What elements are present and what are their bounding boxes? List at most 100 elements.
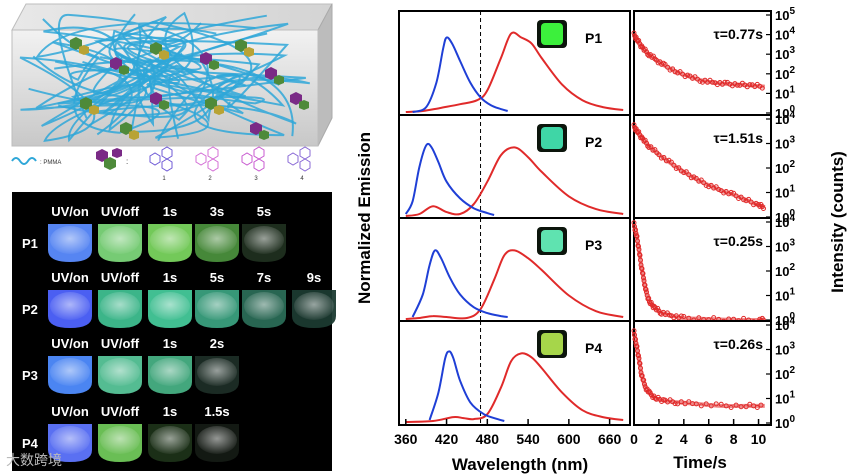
decay-point: [734, 82, 740, 88]
subpanel-label: P1: [585, 30, 602, 46]
afterglow-photo-grid: P1 UV/on UV/off 1s 3s 5s P2 UV/on UV/off 1s 5s 7s 9s…: [22, 204, 336, 462]
emitter-molecule: [265, 67, 284, 85]
emission-curve: [405, 249, 624, 320]
y-tick-label: 103: [775, 45, 795, 62]
decay-point: [708, 403, 714, 409]
row-label: P1: [22, 236, 38, 251]
decay-point: [683, 169, 689, 175]
emitter-molecule: [70, 37, 89, 55]
column-header: UV/off: [101, 204, 140, 219]
compound-number: 1: [162, 176, 166, 182]
vial-glow: [244, 292, 284, 320]
compound-2-structure: 2: [195, 146, 219, 182]
column-header: UV/on: [51, 204, 89, 219]
sample-photo-swatch: [541, 127, 563, 149]
excitation-curve: [428, 350, 505, 422]
vial-glow: [197, 358, 237, 386]
x-tick-label: 0: [630, 431, 638, 447]
decay-point: [675, 70, 681, 76]
decay-point: [637, 252, 643, 258]
emitter-molecule: [150, 92, 169, 110]
column-header: 5s: [257, 204, 271, 219]
decay-point: [636, 38, 642, 43]
column-header: 9s: [307, 270, 321, 285]
decay-point: [738, 194, 744, 200]
x-tick-label: 8: [730, 431, 738, 447]
column-header: 1.5s: [204, 404, 229, 419]
decay-point: [743, 404, 749, 410]
decay-point: [644, 140, 649, 146]
decay-point: [697, 78, 703, 84]
row-label: P2: [22, 302, 38, 317]
column-header: UV/on: [51, 404, 89, 419]
emitter-molecule: [235, 39, 254, 57]
subpanel-frame: [633, 10, 772, 116]
vial-glow: [100, 426, 140, 454]
y-tick-label: 104: [775, 110, 795, 127]
legend-colon: :: [126, 157, 128, 166]
vial-glow: [197, 226, 237, 254]
decay-point: [648, 392, 654, 398]
y-tick-label: 100: [775, 414, 795, 431]
vial-glow: [150, 292, 190, 320]
decay-point: [670, 66, 676, 72]
decay-point: [701, 180, 707, 186]
decay-point: [645, 52, 651, 58]
y-tick-label: 101: [775, 184, 795, 201]
decay-point: [647, 390, 653, 396]
y-tick-label: 105: [775, 6, 795, 23]
decay-point: [738, 404, 744, 410]
column-header: 5s: [210, 270, 224, 285]
polymer-chain: [57, 14, 285, 137]
subpanel-frame: [398, 320, 631, 426]
decay-point: [634, 233, 640, 239]
lifetime-label: τ=0.77s: [714, 26, 764, 42]
column-header: UV/off: [101, 336, 140, 351]
x-tick-label: 360: [394, 431, 418, 447]
decay-point: [736, 196, 742, 201]
column-header: UV/on: [51, 270, 89, 285]
decay-point: [686, 399, 692, 405]
decay-point: [716, 187, 722, 192]
decay-point: [706, 184, 712, 190]
decay-point: [728, 189, 734, 195]
decay-point: [676, 165, 682, 171]
decay-point: [693, 175, 699, 181]
decay-point: [644, 49, 649, 55]
decay-x-axis: 0 2 4 6 8 10: [630, 419, 767, 447]
decay-point: [635, 238, 640, 244]
vial-glow: [150, 426, 190, 454]
emission-x-axis: 360 420 480 540 600 660: [394, 419, 622, 447]
decay-point: [672, 69, 678, 75]
sample-photo-swatch: [541, 23, 563, 45]
emission-curve: [405, 31, 624, 113]
column-header: 1s: [163, 204, 177, 219]
decay-point: [658, 155, 664, 161]
lifetime-label: τ=0.26s: [714, 336, 764, 352]
decay-point: [656, 308, 662, 314]
vial-glow: [197, 292, 237, 320]
column-header: UV/on: [51, 336, 89, 351]
sample-photo-swatch: [541, 230, 563, 252]
vial-glow: [100, 292, 140, 320]
vial-glow: [50, 426, 90, 454]
decay-point: [711, 185, 717, 191]
decay-point: [753, 200, 759, 206]
decay-point: [662, 61, 668, 67]
subpanel-label: P4: [585, 340, 602, 356]
y-tick-label: 102: [775, 65, 795, 82]
decay-point: [693, 401, 699, 407]
decay-point: [641, 275, 646, 281]
decay-point: [686, 172, 692, 178]
column-header: 1s: [163, 404, 177, 419]
vial-glow: [100, 358, 140, 386]
decay-point: [643, 286, 649, 292]
column-header: 7s: [257, 270, 271, 285]
vial-glow: [244, 226, 284, 254]
decay-point: [761, 206, 766, 211]
vial-glow: [50, 292, 90, 320]
decay-point: [681, 170, 687, 176]
decay-y-axis-label: Intensity (counts): [828, 151, 847, 293]
